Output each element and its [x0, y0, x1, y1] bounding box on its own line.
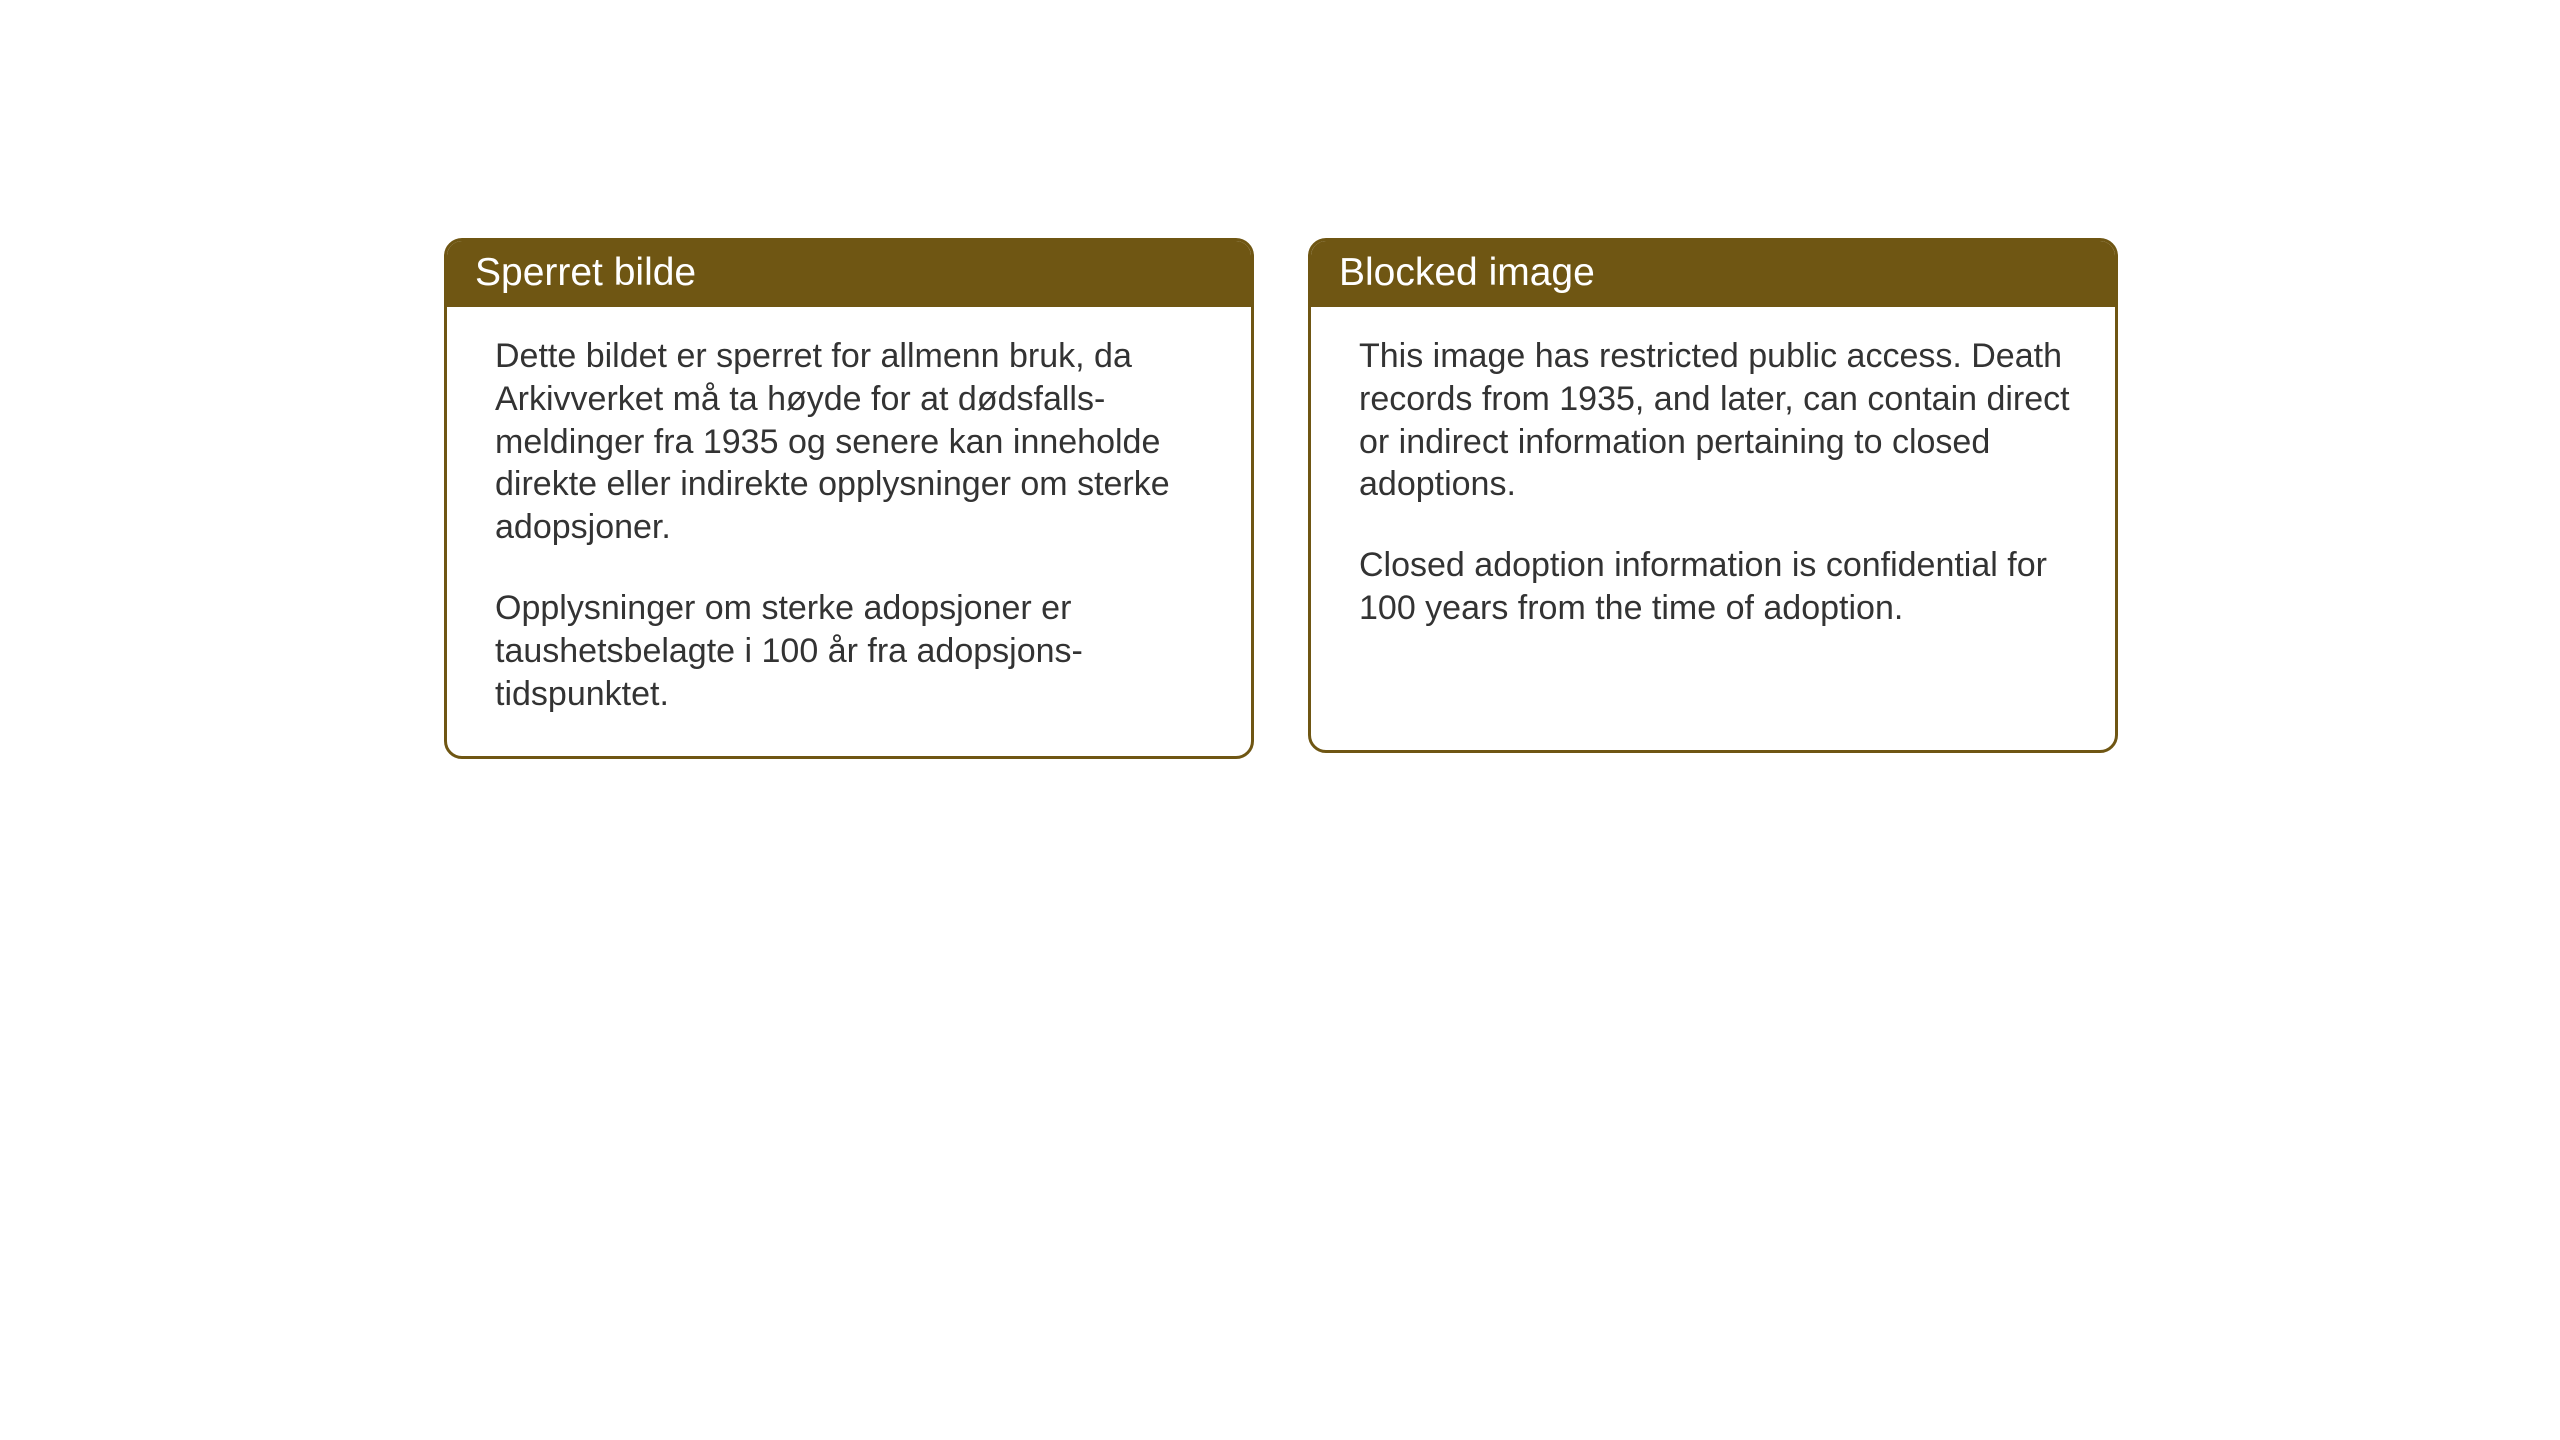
- card-header-norwegian: Sperret bilde: [447, 241, 1251, 307]
- notice-container: Sperret bilde Dette bildet er sperret fo…: [0, 0, 2560, 759]
- card-paragraph: Closed adoption information is confident…: [1359, 544, 2073, 630]
- card-header-english: Blocked image: [1311, 241, 2115, 307]
- card-paragraph: This image has restricted public access.…: [1359, 335, 2073, 506]
- card-body-english: This image has restricted public access.…: [1311, 307, 2115, 670]
- card-body-norwegian: Dette bildet er sperret for allmenn bruk…: [447, 307, 1251, 756]
- card-paragraph: Opplysninger om sterke adopsjoner er tau…: [495, 587, 1209, 715]
- card-paragraph: Dette bildet er sperret for allmenn bruk…: [495, 335, 1209, 549]
- notice-card-norwegian: Sperret bilde Dette bildet er sperret fo…: [444, 238, 1254, 759]
- notice-card-english: Blocked image This image has restricted …: [1308, 238, 2118, 753]
